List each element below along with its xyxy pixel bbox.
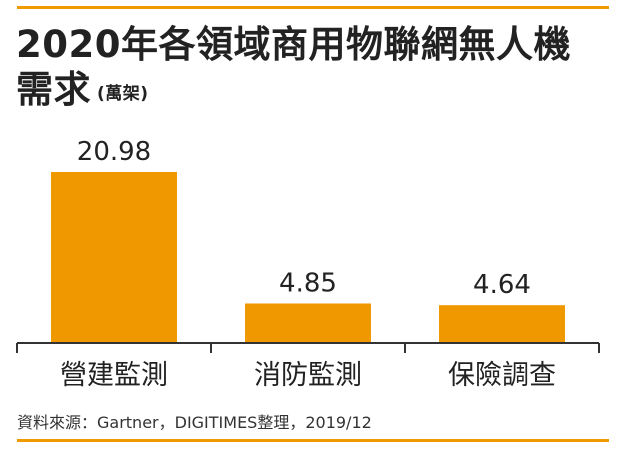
bottom-rule — [17, 439, 609, 442]
category-label: 消防監測 — [254, 360, 362, 391]
source-note: 資料來源：Gartner，DIGITIMES整理，2019/12 — [17, 413, 372, 432]
unit-label: (萬架) — [97, 84, 149, 104]
title-line-2-text: 需求 — [16, 68, 91, 111]
category-label: 營建監測 — [60, 360, 168, 391]
top-rule — [17, 6, 609, 9]
bar — [245, 303, 371, 343]
bar — [439, 305, 565, 343]
data-label: 4.85 — [279, 268, 337, 298]
category-label: 保險調查 — [448, 360, 556, 391]
title-line-1: 2020年各領域商用物聯網無人機 — [16, 23, 571, 66]
title-line-2: 需求 (萬架) — [16, 67, 612, 117]
data-label: 20.98 — [77, 137, 151, 167]
bar — [51, 172, 177, 343]
data-label: 4.64 — [473, 270, 531, 300]
chart-title: 2020年各領域商用物聯網無人機 需求 (萬架) — [16, 22, 612, 117]
